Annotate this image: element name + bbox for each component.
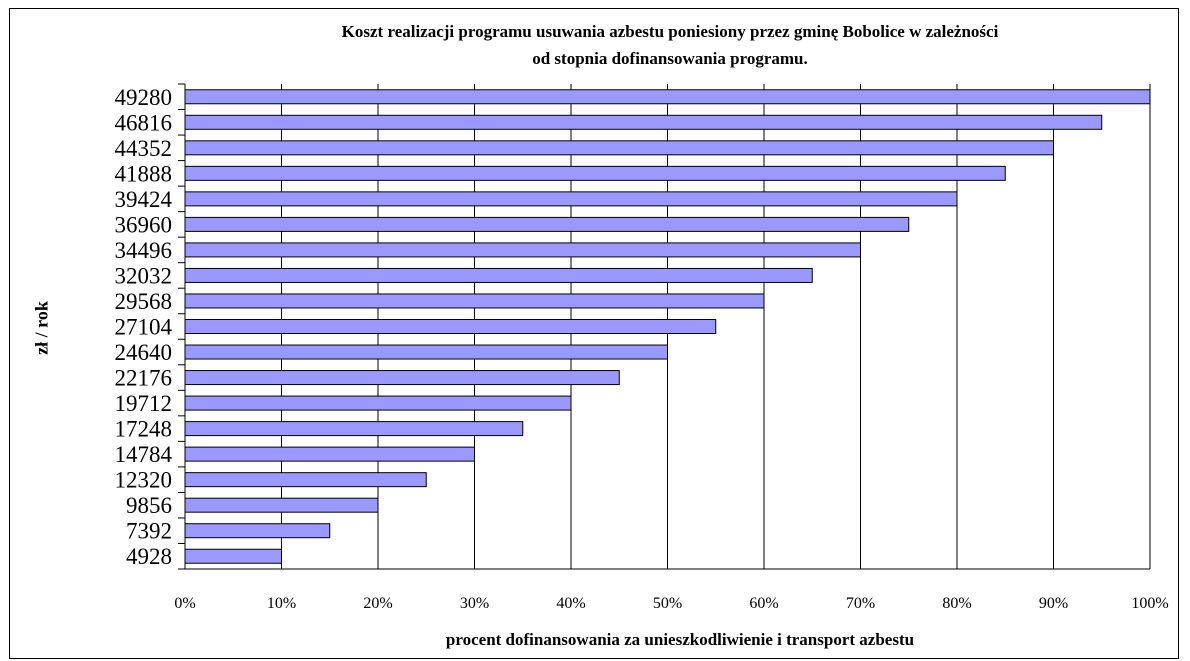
bar xyxy=(184,319,717,334)
y-tick-label: 24640 xyxy=(115,340,173,365)
x-tick-label: 90% xyxy=(1039,595,1068,612)
bar xyxy=(184,267,813,283)
bar xyxy=(184,191,958,207)
bar xyxy=(184,165,1006,181)
bar xyxy=(184,370,620,386)
y-tick-label: 12320 xyxy=(115,468,173,493)
bar xyxy=(184,395,572,411)
chart-frame xyxy=(9,8,1179,659)
y-tick-label: 44352 xyxy=(115,136,173,161)
bar xyxy=(184,89,1151,105)
y-tick-label: 29568 xyxy=(115,289,173,314)
y-tick-label: 7392 xyxy=(126,519,172,544)
bar xyxy=(184,293,765,309)
y-tick-label: 14784 xyxy=(115,442,173,467)
y-tick-label: 39424 xyxy=(115,187,173,212)
y-tick-label: 27104 xyxy=(115,315,173,340)
x-tick-label: 60% xyxy=(749,595,778,612)
x-tick-label: 70% xyxy=(846,595,875,612)
y-tick-label: 36960 xyxy=(115,212,173,237)
y-tick-label: 4928 xyxy=(126,544,172,569)
y-tick-label: 34496 xyxy=(115,238,173,263)
bar xyxy=(184,446,475,462)
y-tick-label: 22176 xyxy=(115,366,173,391)
bar xyxy=(184,472,427,488)
x-tick-label: 30% xyxy=(460,595,489,612)
x-axis-label: procent dofinansowania za unieszkodliwie… xyxy=(445,630,915,649)
bar xyxy=(184,497,379,513)
x-tick-label: 100% xyxy=(1131,595,1168,612)
x-tick-label: 50% xyxy=(653,595,682,612)
y-tick-labels: 4928046816443524188839424369603449632032… xyxy=(115,85,173,569)
y-tick-label: 32032 xyxy=(115,263,173,288)
x-tick-label: 40% xyxy=(556,595,585,612)
bar xyxy=(184,242,861,258)
bars xyxy=(184,89,1151,564)
x-tick-label: 80% xyxy=(942,595,971,612)
axes xyxy=(178,83,1150,570)
x-tick-label: 10% xyxy=(267,595,296,612)
bar xyxy=(184,344,668,360)
y-tick-label: 49280 xyxy=(115,85,173,110)
bar xyxy=(184,216,910,232)
chart-title-line-1: Koszt realizacji programu usuwania azbes… xyxy=(341,22,999,41)
chart-title-line-2: od stopnia dofinansowania programu. xyxy=(532,49,808,68)
bar xyxy=(184,523,331,539)
x-tick-label: 20% xyxy=(363,595,392,612)
x-tick-labels: 0% 10% 20% 30% 40% 50% 60% 70% 80% 90% 100% xyxy=(174,595,1168,612)
y-tick-label: 46816 xyxy=(115,110,173,135)
y-tick-label: 19712 xyxy=(115,391,173,416)
bar xyxy=(184,421,524,437)
bar xyxy=(184,114,1103,130)
bar xyxy=(184,140,1054,156)
bar xyxy=(184,548,282,564)
x-tick-label: 0% xyxy=(174,595,195,612)
y-tick-label: 9856 xyxy=(126,493,172,518)
y-tick-label: 17248 xyxy=(115,417,173,442)
y-tick-label: 41888 xyxy=(115,161,173,186)
